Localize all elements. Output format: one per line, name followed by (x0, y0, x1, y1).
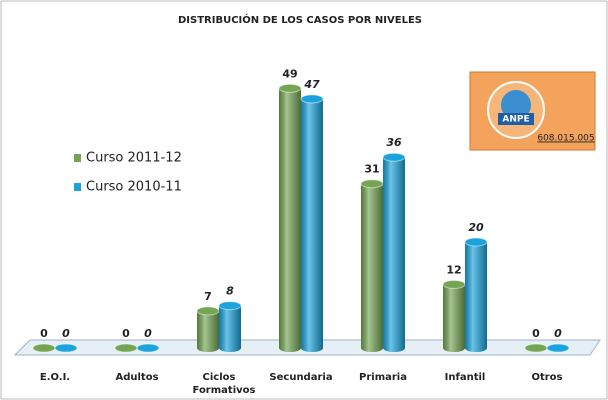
bar-top (382, 152, 406, 162)
bar-top (196, 306, 220, 316)
bar-top (464, 237, 488, 247)
legend-label: Curso 2011-12 (86, 151, 182, 166)
value-label: 0 (40, 327, 48, 340)
bar-top (114, 343, 138, 353)
bar-top (218, 301, 242, 311)
x-tick-label: Adultos (115, 372, 158, 383)
bar-shade (197, 310, 219, 352)
legend-swatch (74, 183, 81, 191)
x-tick-label: Secundaria (269, 372, 332, 383)
value-label: 0 (532, 327, 540, 340)
logo-phone: 608.015.005 (537, 134, 594, 144)
logo-name: ANPE (502, 115, 529, 125)
bar-top (524, 343, 548, 353)
value-label: 8 (226, 285, 234, 298)
bar-top (546, 343, 570, 353)
bar-top (442, 279, 466, 289)
bar-top (136, 343, 160, 353)
bar-top (360, 179, 384, 189)
value-label: 0 (144, 327, 152, 340)
value-label: 36 (386, 136, 402, 149)
value-label: 0 (122, 327, 130, 340)
legend-swatch (74, 154, 81, 162)
x-tick-label: E.O.I. (40, 372, 70, 383)
x-tick-label: Otros (531, 372, 562, 383)
bar-shade (465, 242, 487, 352)
logo-band (498, 113, 534, 125)
bar-shade (301, 98, 323, 353)
value-label: 20 (468, 221, 484, 234)
value-label: 0 (62, 327, 70, 340)
bar-shade (443, 284, 465, 352)
x-tick-label: Infantil (445, 372, 486, 383)
bar-top (54, 343, 78, 353)
bar-top (32, 343, 56, 353)
value-label: 0 (554, 327, 562, 340)
value-label: 47 (303, 78, 320, 91)
logo-globe (501, 90, 531, 120)
value-label: 31 (364, 163, 379, 176)
bar-shade (279, 88, 301, 353)
x-tick-label: Ciclos Formativos (193, 372, 256, 396)
bar-shade (361, 183, 383, 352)
value-label: 49 (282, 67, 297, 80)
bar-shade (219, 305, 241, 352)
logo: ANPE 608.015.005 (469, 71, 596, 151)
bar-shade (383, 157, 405, 352)
x-tick-label: Primaria (359, 372, 407, 383)
value-label: 7 (204, 290, 212, 303)
legend-label: Curso 2010-11 (86, 180, 182, 195)
value-label: 12 (446, 263, 461, 276)
chart-title: DISTRIBUCIÓN DE LOS CASOS POR NIVELES (178, 13, 422, 26)
bar-top (300, 94, 324, 104)
bar-top (278, 83, 302, 93)
